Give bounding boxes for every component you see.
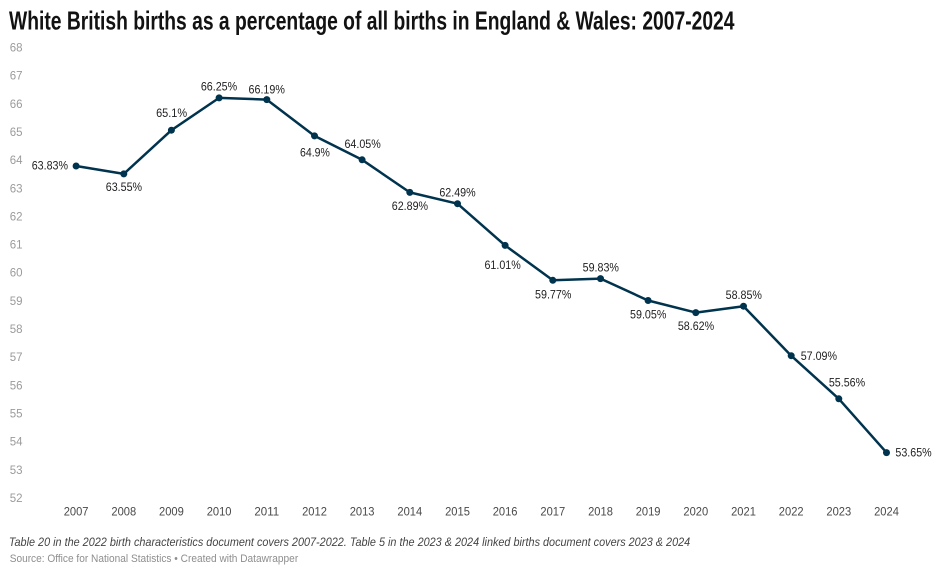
svg-text:2008: 2008 [111,505,136,519]
svg-text:59.05%: 59.05% [630,307,666,321]
svg-text:62: 62 [10,211,23,223]
svg-text:59.83%: 59.83% [583,261,619,275]
svg-text:2019: 2019 [636,505,661,519]
svg-text:61: 61 [10,240,23,252]
svg-text:2018: 2018 [588,505,613,519]
svg-text:59: 59 [10,296,23,308]
svg-text:2022: 2022 [779,505,804,519]
svg-text:63.83%: 63.83% [32,158,68,172]
svg-text:Table 20 in the 2022 birth cha: Table 20 in the 2022 birth characteristi… [9,535,691,549]
svg-text:2007: 2007 [64,505,89,519]
svg-text:2024: 2024 [874,505,899,519]
svg-text:55: 55 [10,408,23,420]
svg-text:57.09%: 57.09% [801,349,837,363]
svg-text:56: 56 [10,380,23,392]
svg-text:62.49%: 62.49% [439,186,475,200]
svg-text:2015: 2015 [445,505,470,519]
svg-text:67: 67 [10,71,23,83]
svg-text:White British births as a perc: White British births as a percentage of … [9,6,735,36]
svg-text:2013: 2013 [350,505,375,519]
svg-text:52: 52 [10,493,23,505]
svg-text:61.01%: 61.01% [484,258,520,272]
svg-text:2011: 2011 [254,505,279,519]
svg-text:2009: 2009 [159,505,184,519]
svg-text:63: 63 [10,183,23,195]
svg-text:64: 64 [10,155,23,167]
svg-text:66.25%: 66.25% [201,80,237,94]
svg-text:Source: Office for National St: Source: Office for National Statistics •… [10,553,299,565]
svg-text:58: 58 [10,324,23,336]
svg-text:68: 68 [10,43,23,55]
svg-text:55.56%: 55.56% [829,376,865,390]
svg-text:2020: 2020 [683,505,708,519]
svg-text:62.89%: 62.89% [392,199,428,213]
svg-text:2023: 2023 [826,505,851,519]
svg-text:66: 66 [10,99,23,111]
svg-text:2017: 2017 [540,505,565,519]
svg-text:2016: 2016 [493,505,518,519]
svg-text:2021: 2021 [731,505,756,519]
svg-text:60: 60 [10,268,23,280]
svg-text:59.77%: 59.77% [535,287,571,301]
svg-text:63.55%: 63.55% [106,180,142,194]
svg-text:53.65%: 53.65% [895,446,931,460]
svg-text:54: 54 [10,437,23,449]
svg-text:66.19%: 66.19% [249,82,285,96]
svg-text:64.05%: 64.05% [344,137,380,151]
svg-text:65: 65 [10,127,23,139]
svg-text:58.85%: 58.85% [726,288,762,302]
svg-text:57: 57 [10,352,23,364]
svg-text:58.62%: 58.62% [678,319,714,333]
svg-text:64.9%: 64.9% [300,146,330,160]
svg-text:2010: 2010 [207,505,232,519]
svg-text:53: 53 [10,465,23,477]
svg-text:2014: 2014 [397,505,422,519]
svg-text:2012: 2012 [302,505,327,519]
svg-text:65.1%: 65.1% [156,106,187,120]
